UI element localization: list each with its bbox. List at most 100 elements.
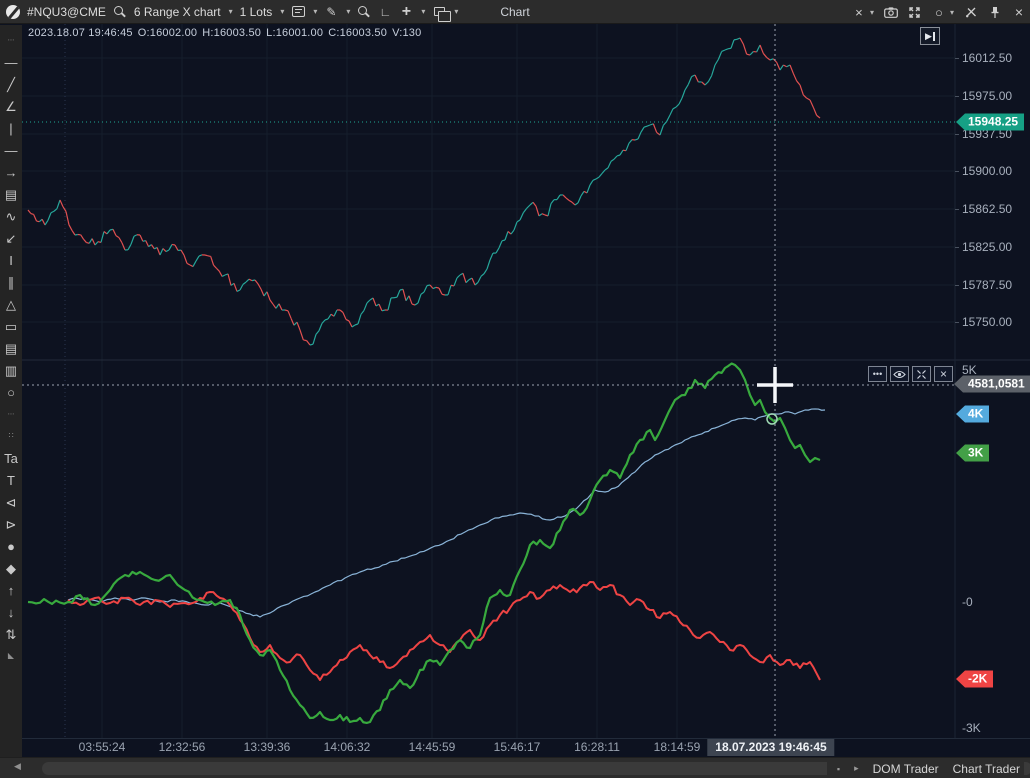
price-tick-label: 15825.00	[962, 240, 1013, 254]
parallel-channel-tool-icon[interactable]: ∥	[7, 274, 15, 290]
vertical-line-tool-icon[interactable]: |	[9, 120, 13, 136]
price-tick-label: 15750.00	[962, 315, 1013, 329]
time-tick-label: 14:45:59	[408, 740, 456, 754]
volume-profile-tool-icon[interactable]: ▤	[4, 340, 18, 356]
chart-plot-area[interactable]	[22, 25, 1030, 757]
panel-square-icon[interactable]: ▪	[836, 763, 841, 774]
fullscreen-icon[interactable]	[908, 4, 922, 20]
indicator-panel-controls: ••• ×	[868, 366, 953, 382]
window-title: Chart	[500, 4, 530, 19]
pin-icon[interactable]	[988, 4, 1002, 20]
dom-trader-tab[interactable]: DOM Trader	[872, 761, 939, 776]
chart-trader-tab[interactable]: Chart Trader	[952, 761, 1020, 776]
collapse-handle-icon[interactable]: ◣	[7, 651, 15, 660]
indicator-value-badge: 4581,0581	[954, 375, 1030, 393]
text-anchored-tool-icon[interactable]: Ta	[4, 450, 18, 466]
panels-icon[interactable]	[291, 4, 305, 20]
tag-tool-icon[interactable]: ⊳	[5, 516, 17, 532]
link-caret-icon[interactable]: ▾	[949, 7, 954, 17]
time-tick-label: 13:39:36	[243, 740, 291, 754]
tpo-profile-tool-icon[interactable]: ▥	[4, 362, 18, 378]
indicator-settings-button[interactable]: •••	[868, 366, 887, 382]
range-selector[interactable]: 6 Range X chart	[133, 4, 221, 19]
symbol-label[interactable]: #NQU3@CME	[27, 4, 106, 19]
circle-shape-tool-icon[interactable]: ●	[7, 538, 15, 554]
text-tool-icon[interactable]: T	[7, 472, 15, 488]
add-indicator-icon[interactable]: +	[401, 2, 412, 20]
lots-caret-icon[interactable]: ▾	[280, 7, 285, 16]
panels-caret-icon[interactable]: ▾	[313, 7, 318, 16]
pointer-tool-icon[interactable]: ↙	[5, 230, 17, 246]
time-axis	[22, 738, 1030, 757]
curve-tool-icon[interactable]: ∿	[5, 208, 17, 224]
price-tick-label: 15937.50	[962, 127, 1013, 141]
pencil-caret-icon[interactable]: ▾	[346, 7, 351, 16]
price-tick-label: 15862.50	[962, 202, 1013, 216]
indicator-tick-label: 5K	[962, 363, 977, 377]
drag-handle-icon[interactable]: ∙∙∙	[7, 35, 15, 44]
triangle-tool-icon[interactable]: △	[6, 296, 16, 312]
price-tick-label: 16012.50	[962, 51, 1013, 65]
time-tick-label: 16:28:11	[574, 740, 620, 754]
angle-tool-icon[interactable]: ∠	[5, 98, 17, 114]
range-caret-icon[interactable]: ▾	[228, 7, 233, 16]
indicator-value-badge: -2K	[956, 670, 994, 688]
price-tick-label: 15787.50	[962, 278, 1013, 292]
time-tick-label: 14:06:32	[323, 740, 371, 754]
chart-toolbar: #NQU3@CME 6 Range X chart ▾ 1 Lots ▾ ▾ ✎…	[0, 0, 1030, 24]
price-tick-label: 15975.00	[962, 89, 1013, 103]
zoom-icon[interactable]	[357, 4, 371, 20]
clone-window-icon[interactable]	[432, 4, 451, 22]
ohlc-status-line: 2023.18.07 19:46:45 O:16002.00 H:16003.50 L…	[28, 27, 422, 39]
chart-type-icon[interactable]: ∟	[379, 4, 392, 19]
time-tick-label: 03:55:24	[78, 740, 126, 754]
cursor-type-icon[interactable]: ×	[855, 4, 863, 20]
clone-caret-icon[interactable]: ▾	[454, 7, 459, 16]
indicator-collapse-button[interactable]	[912, 366, 931, 382]
status-bar: ◀ ▪ ▸ DOM Trader Chart Trader	[0, 757, 1030, 778]
price-label-tool-icon[interactable]: ⊲	[5, 494, 17, 510]
indicator-value-badge: 4K	[956, 405, 990, 423]
time-tick-label: 15:46:17	[493, 740, 541, 754]
cursor-caret-icon[interactable]: ▾	[869, 7, 874, 17]
ellipse-tool-icon[interactable]: ○	[7, 384, 15, 400]
indicator-close-button[interactable]: ×	[934, 366, 953, 382]
time-tick-label: 18:14:59	[653, 740, 701, 754]
scroll-left-icon[interactable]: ◀	[14, 761, 21, 771]
add-caret-icon[interactable]: ▾	[421, 7, 426, 16]
lines-stack-tool-icon[interactable]: ▤	[4, 186, 18, 202]
settings-tools-icon[interactable]	[964, 4, 978, 20]
app-logo-icon[interactable]	[6, 4, 20, 20]
time-tick-label: 12:32:56	[158, 740, 206, 754]
indicator-tick-label: -3K	[962, 721, 981, 735]
ray-tool-icon[interactable]: —	[4, 142, 18, 158]
horizontal-line-tool-icon[interactable]: —	[4, 54, 18, 70]
ibeam-tool-icon[interactable]: I	[9, 252, 13, 268]
lots-selector[interactable]: 1 Lots	[239, 4, 273, 19]
crosshair-time-badge: 18.07.2023 19:46:45	[707, 739, 835, 756]
indicator-value-badge: 3K	[956, 444, 990, 462]
arrow-down-tool-icon[interactable]: ↓	[7, 604, 15, 620]
last-price-badge: 15948.25	[956, 113, 1025, 131]
arrow-tool-icon[interactable]: →	[4, 164, 18, 180]
horizontal-scrollbar[interactable]	[42, 762, 1030, 775]
arrow-up-tool-icon[interactable]: ↑	[7, 582, 15, 598]
rectangle-tool-icon[interactable]: ▭	[4, 318, 18, 334]
drawing-toolbar: ∙∙∙ — ╱ ∠ | — → ▤ ∿ ↙ I ∥ △ ▭ ▤ ▥	[0, 25, 22, 757]
screenshot-camera-icon[interactable]	[884, 4, 898, 20]
trend-line-tool-icon[interactable]: ╱	[7, 76, 15, 92]
close-window-icon[interactable]: ×	[1014, 4, 1024, 20]
link-channel-icon[interactable]: ○	[935, 4, 943, 20]
diamond-shape-tool-icon[interactable]: ◆	[6, 560, 16, 576]
panel-expand-icon[interactable]: ▸	[854, 763, 859, 773]
grid-dots-icon[interactable]: ∷	[8, 431, 14, 440]
indicator-tick-label: -0	[962, 595, 973, 609]
indicator-visibility-button[interactable]	[890, 366, 909, 382]
symbol-search-icon[interactable]	[113, 4, 127, 20]
separator-dots-icon[interactable]: ∙∙∙	[7, 409, 15, 418]
price-note-tool-icon[interactable]: ⇅	[5, 626, 17, 642]
drawing-pencil-icon[interactable]: ✎	[326, 4, 337, 19]
skip-to-latest-button[interactable]: ▶	[920, 27, 940, 45]
